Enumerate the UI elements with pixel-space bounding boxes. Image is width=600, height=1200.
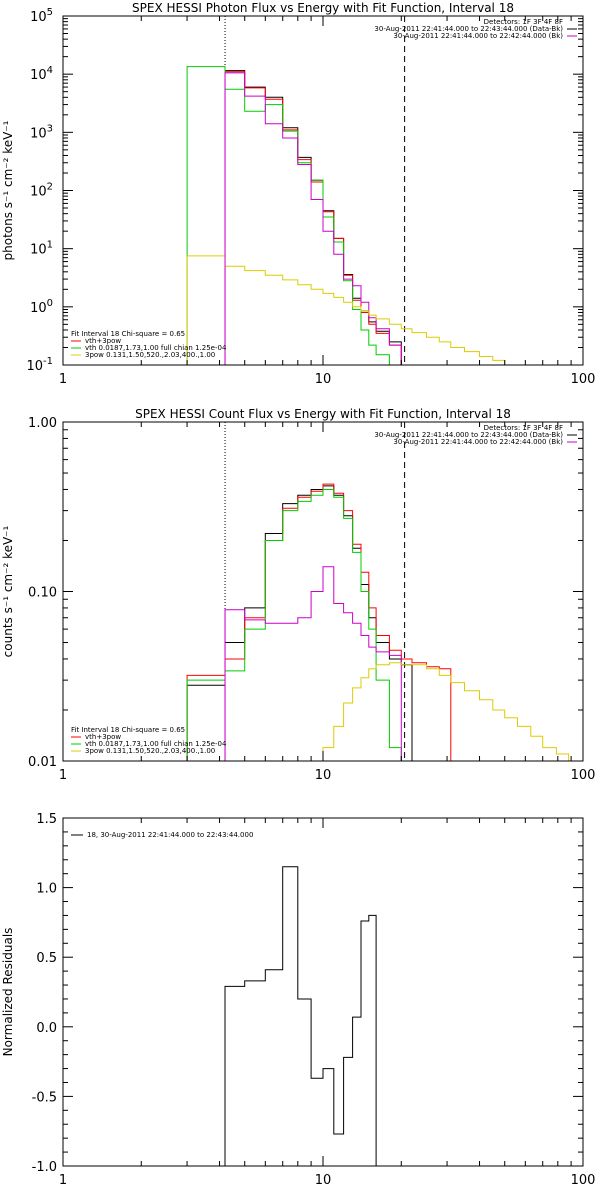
- panel3-ytick-label: -1.0: [32, 1160, 57, 1175]
- panel1-xtick-label: 1: [59, 372, 67, 387]
- panel1-xtick-label: 100: [571, 372, 596, 387]
- panel2-legend-bottom-text: Fit Interval 18 Chi-square = 0.65: [71, 726, 185, 734]
- panel2-xtick-label: 1: [59, 768, 67, 783]
- panel1-ytick-base: 10: [30, 185, 47, 200]
- panel1-legend-top-text: 30-Aug-2011 22:41:44.000 to 22:42:44.000…: [393, 32, 563, 40]
- panel1-series-1: [224, 71, 402, 365]
- panel1-ytick-base: 10: [30, 68, 47, 83]
- panel1-ytick-base: 10: [30, 126, 47, 141]
- panel1-series-3: [224, 72, 402, 365]
- panel3-ytick-label: -0.5: [32, 1090, 57, 1105]
- panel2-series-1: [186, 483, 452, 761]
- panel2-series-3: [224, 566, 402, 761]
- panel1-ytick-label: 10-1: [26, 356, 53, 374]
- panel3-xtick-label: 1: [59, 1173, 67, 1188]
- panel1-title: SPEX HESSI Photon Flux vs Energy with Fi…: [132, 1, 514, 15]
- panel1-ytick-exp: 1: [47, 240, 53, 251]
- panel2-series-0: [186, 485, 413, 761]
- panel1-ytick-exp: 0: [47, 298, 53, 309]
- panel1-ytick-exp: -1: [43, 356, 53, 367]
- panel1-legend-top-text: Detectors: 1F 3F 4F 8F: [484, 18, 563, 26]
- panel1-ylabel: photons s⁻¹ cm⁻² keV⁻¹: [1, 120, 15, 260]
- panel2-legend-bottom-text: vth+3pow: [85, 733, 121, 741]
- panel1-ytick-label: 101: [30, 240, 53, 258]
- panel2-ylabel: counts s⁻¹ cm⁻² keV⁻¹: [1, 525, 15, 657]
- panel3-ylabel: Normalized Residuals: [1, 928, 15, 1057]
- panel3-ytick-label: 1.0: [36, 882, 57, 897]
- panel1-ytick-label: 103: [30, 123, 53, 141]
- panel1-ytick-exp: 4: [47, 65, 53, 76]
- panel1-ytick-base: 10: [26, 359, 43, 374]
- panel3-series-0: [224, 866, 402, 1166]
- panel1-ytick-label: 102: [30, 182, 53, 200]
- panel1-legend-top-text: 30-Aug-2011 22:41:44.000 to 22:43:44.000…: [374, 25, 563, 33]
- panel3-xtick-label: 10: [315, 1173, 332, 1188]
- panel2-xtick-label: 100: [571, 768, 596, 783]
- panel1-ytick-label: 105: [30, 7, 53, 25]
- panel3-legend-text: 18, 30-Aug-2011 22:41:44.000 to 22:43:44…: [87, 831, 253, 839]
- panel1-legend-bottom-text: vth+3pow: [85, 337, 121, 345]
- panel2-ytick-label: 1.00: [28, 416, 57, 431]
- panel2-series-4: [322, 662, 583, 761]
- panel2-title: SPEX HESSI Count Flux vs Energy with Fit…: [135, 407, 511, 421]
- panel3-xtick-label: 100: [571, 1173, 596, 1188]
- panel2-legend-bottom-text: vth 0.0187,1.73,1.00 full chian 1.25e-04: [85, 740, 227, 748]
- panel1-ytick-base: 10: [30, 243, 47, 258]
- panel2-ytick-label: 0.10: [28, 586, 57, 601]
- panel2-series-2: [186, 489, 402, 761]
- panel2-legend-bottom-text: 3pow 0.131,1.50,520.,2.03,400.,1.00: [85, 747, 215, 755]
- panel2-xtick-label: 10: [315, 768, 332, 783]
- panel1-ytick-label: 104: [30, 65, 53, 83]
- panel2-legend-top-text: Detectors: 1F 3F 4F 8F: [484, 424, 563, 432]
- panel3-ytick-label: 1.5: [36, 812, 57, 827]
- panel2-legend-top-text: 30-Aug-2011 22:41:44.000 to 22:43:44.000…: [374, 431, 563, 439]
- panel1-series-4: [186, 255, 518, 365]
- panel1-legend-bottom-text: 3pow 0.131,1.50,520.,2.03,400.,1.00: [85, 351, 215, 359]
- panel3-axes-box: [62, 817, 584, 1167]
- panel3-ytick-label: 0.5: [36, 951, 57, 966]
- panel1-ytick-label: 100: [30, 298, 53, 316]
- panel1-ytick-exp: 2: [47, 182, 53, 193]
- panel2-legend-top-text: 30-Aug-2011 22:41:44.000 to 22:42:44.000…: [393, 438, 563, 446]
- panel2-ytick-label: 0.01: [28, 755, 57, 770]
- panel1-ytick-base: 10: [30, 10, 47, 25]
- panel1-ytick-exp: 5: [47, 7, 53, 18]
- panel3-ytick-label: 0.0: [36, 1021, 57, 1036]
- panel1-xtick-label: 10: [315, 372, 332, 387]
- panel1-ytick-exp: 3: [47, 123, 53, 134]
- panel1-legend-bottom-text: Fit Interval 18 Chi-square = 0.65: [71, 330, 185, 338]
- panel1-legend-bottom-text: vth 0.0187,1.73,1.00 full chian 1.25e-04: [85, 344, 227, 352]
- panel1-series-0: [224, 70, 402, 365]
- panel1-ytick-base: 10: [30, 301, 47, 316]
